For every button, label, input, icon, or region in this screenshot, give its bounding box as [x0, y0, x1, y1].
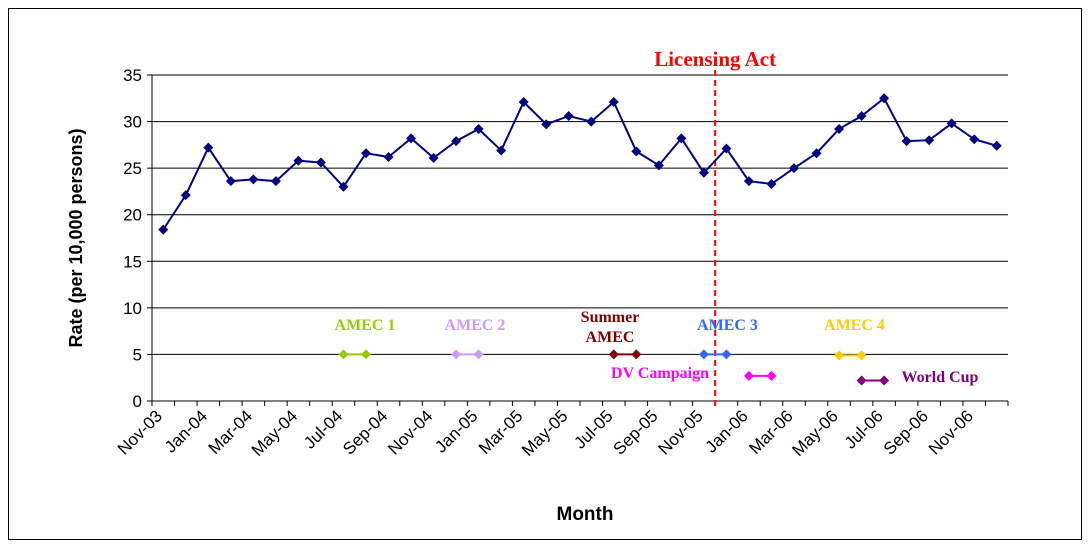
data-point — [608, 349, 619, 360]
data-point — [361, 349, 371, 360]
data-point — [270, 176, 281, 187]
data-point — [743, 176, 754, 187]
y-tick-label: 35 — [123, 66, 142, 85]
series-label: AMEC 1 — [334, 317, 396, 334]
y-tick-label: 10 — [123, 299, 142, 318]
y-tick-label: 25 — [123, 159, 142, 178]
data-point — [361, 148, 371, 159]
data-point — [293, 155, 304, 166]
series-label: DV Campaign — [611, 365, 709, 382]
y-tick-label: 15 — [123, 252, 142, 271]
chart-frame — [8, 8, 1082, 540]
series-label: Summer AMEC — [580, 309, 640, 346]
data-point — [203, 142, 214, 153]
data-point — [248, 174, 259, 185]
y-tick-label: 20 — [123, 206, 142, 225]
x-axis-title: Month — [557, 504, 614, 525]
data-point — [856, 350, 867, 361]
data-point — [473, 349, 484, 360]
data-point — [766, 370, 777, 381]
data-point — [698, 349, 709, 360]
y-tick-label: 5 — [133, 345, 142, 364]
data-point — [473, 124, 484, 135]
data-point — [743, 370, 754, 381]
data-point — [180, 190, 191, 201]
data-point — [631, 146, 642, 157]
data-point — [991, 140, 1002, 151]
data-point — [631, 349, 642, 360]
data-point — [586, 116, 597, 127]
data-point — [338, 181, 349, 192]
data-point — [428, 152, 439, 163]
licensing-label: Licensing Act — [654, 47, 776, 71]
data-point — [766, 178, 777, 189]
y-tick-label: 0 — [133, 392, 142, 411]
data-point — [879, 375, 890, 386]
data-point — [496, 145, 507, 156]
data-point — [158, 224, 169, 235]
data-point — [721, 349, 732, 360]
data-point — [834, 124, 845, 135]
data-point — [518, 97, 529, 108]
data-point — [383, 151, 394, 162]
data-point — [451, 136, 462, 147]
data-point — [338, 349, 349, 360]
data-point — [721, 143, 732, 154]
series-label: AMEC 4 — [824, 317, 885, 334]
y-tick-label: 30 — [123, 113, 142, 132]
data-point — [924, 135, 935, 146]
data-point — [879, 93, 890, 104]
data-point — [676, 133, 687, 144]
data-point — [451, 349, 462, 360]
data-point — [225, 176, 236, 187]
data-point — [653, 160, 664, 171]
data-point — [834, 350, 845, 361]
y-axis-title: Rate (per 10,000 persons) — [66, 128, 86, 347]
data-point — [901, 136, 912, 147]
series-label: AMEC 2 — [444, 317, 506, 334]
data-point — [406, 133, 417, 144]
data-point — [856, 375, 867, 386]
data-point — [698, 167, 709, 178]
data-point — [563, 110, 574, 121]
series-label: World Cup — [901, 369, 979, 386]
data-point — [608, 97, 619, 108]
data-point — [856, 110, 867, 121]
data-point — [789, 163, 799, 174]
data-point — [811, 148, 822, 159]
series-label: AMEC 3 — [697, 317, 758, 334]
data-point — [969, 134, 980, 145]
data-point — [315, 157, 326, 168]
data-point — [946, 118, 957, 129]
data-point — [541, 119, 552, 130]
